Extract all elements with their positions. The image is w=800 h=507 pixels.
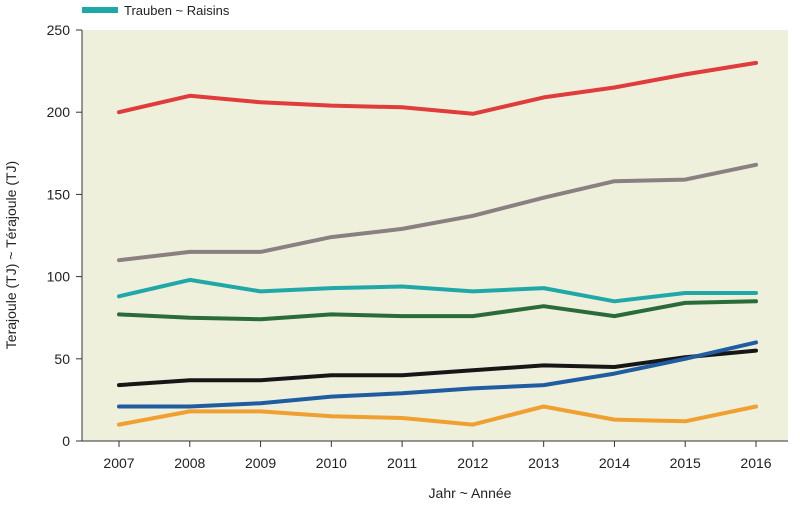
x-tick-label: 2010 [316, 455, 347, 471]
x-axis-ticks: 2007 2008 2009 2010 2011 2012 2013 2014 2015 2016 [103, 441, 772, 471]
x-tick-label: 2015 [670, 455, 701, 471]
x-tick-label: 2011 [387, 455, 417, 471]
legend: Trauben ~ Raisins [82, 3, 230, 18]
x-tick-label: 2008 [174, 455, 205, 471]
x-axis-title: Jahr ~ Année [429, 485, 512, 501]
y-tick-label: 200 [47, 104, 71, 120]
series-line-2 [117, 162, 758, 263]
y-axis-title: Terajoule (TJ) ~ Térajoule (TJ) [3, 161, 19, 349]
x-tick-label: 2007 [103, 455, 134, 471]
x-tick-label: 2013 [528, 455, 559, 471]
y-tick-label: 50 [54, 351, 70, 367]
series-line-6 [117, 340, 758, 409]
y-axis-ticks: 0 50 100 150 200 250 [47, 22, 82, 449]
series-line-4 [117, 299, 758, 322]
series-line-5 [117, 348, 758, 388]
x-tick-label: 2009 [245, 455, 276, 471]
series-line-7 [117, 404, 758, 427]
y-tick-label: 250 [47, 22, 71, 38]
legend-label-raisins: Trauben ~ Raisins [124, 3, 230, 18]
y-tick-label: 0 [62, 433, 70, 449]
x-tick-label: 2014 [599, 455, 630, 471]
y-tick-label: 150 [47, 186, 71, 202]
series-line-3 [117, 277, 758, 304]
x-tick-label: 2016 [740, 455, 771, 471]
x-tick-label: 2012 [457, 455, 488, 471]
series-lines [117, 60, 758, 427]
series-line-1 [117, 60, 758, 116]
y-tick-label: 100 [47, 269, 71, 285]
